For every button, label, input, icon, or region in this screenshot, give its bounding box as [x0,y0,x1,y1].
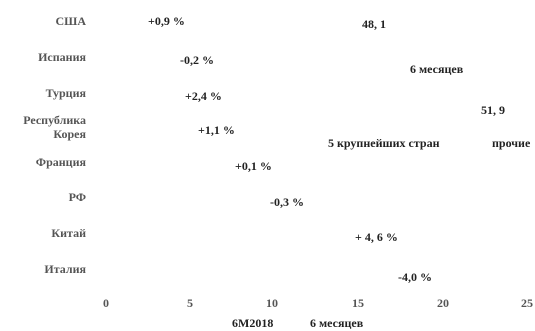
bar-4 [106,154,108,170]
bar-5 [100,189,106,206]
category-label-spain: Испания [38,50,86,64]
annotation-value-51: 51, 9 [481,103,505,117]
bar-0 [106,12,122,28]
x-tick-25: 25 [521,296,533,310]
footer-6-months: 6 месяцев [310,316,364,330]
x-tick-20: 20 [437,296,449,310]
category-label-china: Китай [51,226,86,240]
value-label-italy: -4,0 % [398,270,432,284]
category-label-france: Франция [35,155,86,169]
annotation-other: прочие [492,136,531,150]
category-label-korea: Республика Корея [23,113,86,141]
value-label-china: + 4, 6 % [355,230,398,244]
category-label-italy: Италия [44,262,86,276]
annotation-top5: 5 крупнейших стран [328,136,440,150]
annotation-6-months: 6 месяцев [410,62,464,76]
x-tick-0: 0 [103,296,109,310]
x-tick-10: 10 [266,296,278,310]
bars-group [38,12,184,277]
bar-3 [106,118,125,135]
footer-6m2018: 6М2018 [232,316,274,330]
bar-6 [106,225,184,241]
value-label-rf: -0,3 % [270,195,304,209]
value-label-france: +0,1 % [235,159,272,173]
category-label-turkey: Турция [45,86,86,100]
bar-7 [38,260,106,277]
annotation-value-48: 48, 1 [362,17,386,31]
bar-1 [102,47,106,64]
x-tick-5: 5 [187,296,193,310]
bar-2 [106,83,147,99]
value-label-usa: +0,9 % [148,14,185,28]
category-label-rf: РФ [68,190,86,204]
value-label-spain: -0,2 % [180,53,214,67]
value-label-korea: +1,1 % [198,123,235,137]
value-label-turkey: +2,4 % [185,89,222,103]
x-tick-15: 15 [352,296,364,310]
category-label-usa: США [55,14,86,28]
